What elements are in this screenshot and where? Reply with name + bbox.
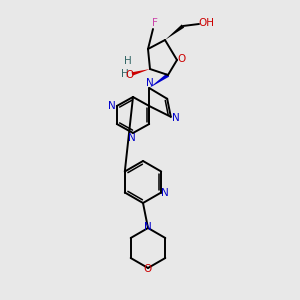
- Text: N: N: [128, 133, 136, 143]
- Polygon shape: [165, 24, 184, 40]
- Polygon shape: [149, 74, 169, 88]
- Text: OH: OH: [198, 18, 214, 28]
- Text: N: N: [161, 188, 169, 199]
- Text: H: H: [121, 69, 129, 79]
- Text: N: N: [108, 101, 116, 111]
- Text: N: N: [146, 78, 154, 88]
- Text: O: O: [144, 264, 152, 274]
- Text: O: O: [178, 54, 186, 64]
- Text: N: N: [172, 113, 180, 123]
- Text: H: H: [124, 56, 132, 66]
- Text: N: N: [144, 222, 152, 232]
- Text: O: O: [126, 70, 134, 80]
- Polygon shape: [131, 69, 150, 76]
- Text: F: F: [152, 18, 158, 28]
